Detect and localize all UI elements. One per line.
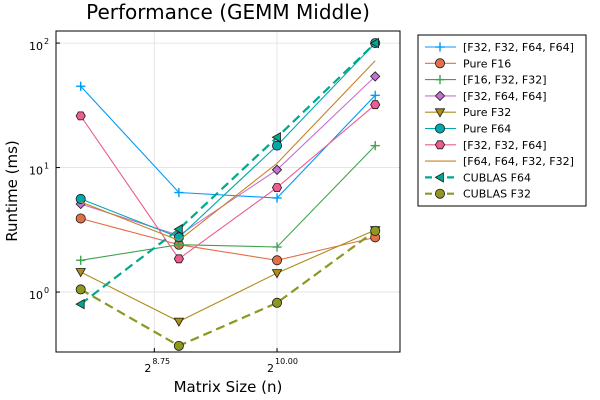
legend-marker bbox=[434, 58, 445, 69]
series-line bbox=[80, 229, 376, 323]
data-point bbox=[369, 37, 380, 49]
data-point bbox=[370, 100, 381, 110]
series-line bbox=[80, 230, 376, 348]
legend-marker bbox=[434, 140, 446, 150]
legend-item: [F32, F32, F64, F64] bbox=[425, 41, 574, 54]
y-tick-label-exponent: 1 bbox=[44, 162, 49, 171]
legend-item: Pure F16 bbox=[425, 57, 511, 70]
legend-marker bbox=[434, 172, 444, 183]
y-axis-label: Runtime (ms) bbox=[3, 140, 21, 242]
data-point bbox=[75, 111, 86, 121]
data-point bbox=[173, 254, 184, 264]
data-point bbox=[75, 298, 85, 310]
legend-item: CUBLAS F64 bbox=[425, 171, 531, 184]
series-line bbox=[80, 42, 376, 239]
legend-label: [F64, F64, F32, F32] bbox=[463, 155, 574, 168]
legend-label: [F32, F32, F64] bbox=[463, 139, 547, 152]
series-layer bbox=[75, 37, 381, 351]
data-point bbox=[370, 71, 381, 82]
legend-label: Pure F64 bbox=[463, 123, 511, 136]
legend-item: CUBLAS F32 bbox=[425, 188, 531, 201]
x-tick-label-exponent: 10.00 bbox=[275, 357, 298, 366]
series-cublas-f32 bbox=[75, 225, 381, 351]
plot-frame bbox=[55, 30, 401, 353]
y-tick-label-base: 10 bbox=[29, 289, 43, 302]
data-point bbox=[272, 242, 282, 252]
x-tick-label-base: 2 bbox=[267, 362, 274, 375]
data-point bbox=[272, 255, 283, 266]
series-line bbox=[80, 217, 376, 261]
series-f64-f64-f32-f32 bbox=[80, 60, 376, 242]
data-point bbox=[272, 297, 283, 308]
series-line bbox=[80, 42, 376, 305]
data-point bbox=[75, 213, 86, 224]
series-pure-f64 bbox=[75, 38, 381, 243]
legend-label: CUBLAS F64 bbox=[463, 171, 531, 184]
legend-item: Pure F32 bbox=[425, 106, 511, 119]
data-point bbox=[272, 193, 282, 203]
y-tick-label-exponent: 0 bbox=[44, 286, 49, 295]
data-point bbox=[173, 223, 183, 235]
legend-label: Pure F32 bbox=[463, 106, 511, 119]
legend-marker bbox=[434, 108, 446, 118]
data-point bbox=[174, 187, 184, 198]
legend-marker bbox=[435, 42, 445, 52]
series-line bbox=[80, 104, 376, 260]
data-point bbox=[370, 141, 380, 151]
legend-label: [F32, F32, F64, F64] bbox=[463, 41, 574, 54]
data-point bbox=[75, 268, 86, 278]
data-point bbox=[370, 225, 381, 236]
legend-marker bbox=[434, 90, 446, 102]
data-point bbox=[271, 269, 283, 279]
series-cublas-f64 bbox=[75, 37, 380, 310]
data-point bbox=[75, 284, 86, 295]
x-axis-label: Matrix Size (n) bbox=[174, 378, 283, 396]
series-line bbox=[80, 76, 376, 237]
series-f32-f32-f64 bbox=[75, 100, 381, 264]
y-tick-label-exponent: 2 bbox=[44, 37, 49, 46]
legend-item: [F64, F64, F32, F32] bbox=[425, 155, 574, 168]
series-pure-f16 bbox=[75, 213, 381, 266]
legend-label: [F32, F64, F64] bbox=[463, 90, 547, 103]
data-point bbox=[173, 340, 184, 351]
data-point bbox=[271, 183, 283, 193]
series-pure-f32 bbox=[75, 226, 381, 327]
chart-title: Performance (GEMM Middle) bbox=[86, 0, 370, 24]
data-point bbox=[173, 317, 185, 327]
data-point bbox=[370, 90, 380, 100]
legend-item: [F16, F32, F32] bbox=[425, 74, 547, 87]
data-point bbox=[76, 255, 86, 265]
data-point bbox=[272, 140, 283, 151]
data-point bbox=[75, 193, 86, 204]
legend-label: Pure F16 bbox=[463, 57, 511, 70]
legend-item: Pure F64 bbox=[425, 123, 511, 136]
legend-item: [F32, F64, F64] bbox=[425, 90, 547, 103]
data-point bbox=[271, 132, 281, 143]
x-tick-label-exponent: 8.75 bbox=[152, 357, 170, 366]
data-point bbox=[76, 81, 86, 91]
legend: [F32, F32, F64, F64] Pure F16 [F16, F32, F… bbox=[417, 34, 587, 207]
y-tick-label-base: 10 bbox=[29, 40, 43, 53]
legend-marker bbox=[435, 75, 445, 85]
series-line bbox=[80, 60, 376, 242]
x-tick-label-base: 2 bbox=[144, 362, 151, 375]
legend-label: CUBLAS F32 bbox=[463, 188, 531, 201]
data-point bbox=[271, 164, 283, 175]
series-line bbox=[80, 145, 376, 261]
legend-marker bbox=[434, 188, 445, 199]
legend-label: [F16, F32, F32] bbox=[463, 74, 547, 87]
y-tick-label-base: 10 bbox=[29, 165, 43, 178]
legend-marker bbox=[434, 123, 445, 134]
legend-item: [F32, F32, F64] bbox=[425, 139, 547, 152]
